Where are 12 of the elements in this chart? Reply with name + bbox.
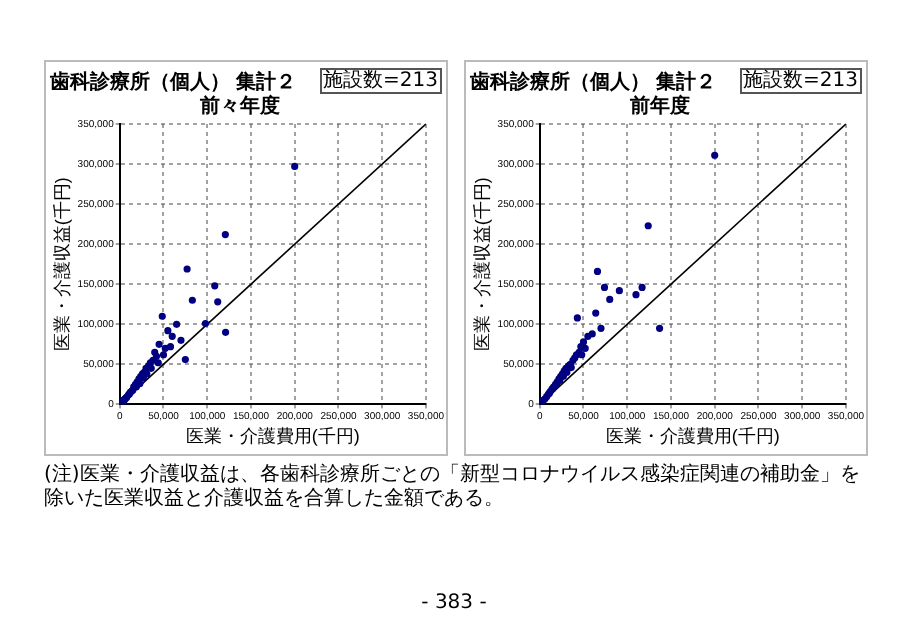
text: (注)医業・介護収益は、各歯科診療所ごとの「新型コロナウイルス感染症関連の補助金」を除いた医業収益と介護収益を合算した金額である。 xyxy=(44,464,862,512)
x-axis-title: 医業・介護費用(千円) xyxy=(185,426,360,447)
text: - 383 - xyxy=(419,592,489,616)
y-axis-title: 医業・介護収益(千円) xyxy=(471,177,492,352)
text: 施設数=213 xyxy=(739,68,862,94)
y-axis-title: 医業・介護収益(千円) xyxy=(51,177,72,352)
chart-subtitle: 前々年度 xyxy=(198,93,280,118)
chart-subtitle: 前年度 xyxy=(628,93,690,118)
text: 施設数=213 xyxy=(319,68,442,94)
chart-title: 歯科診療所（個人） 集計２ xyxy=(468,69,716,94)
chart-title: 歯科診療所（個人） 集計２ xyxy=(48,69,296,94)
x-axis-title: 医業・介護費用(千円) xyxy=(605,426,780,447)
